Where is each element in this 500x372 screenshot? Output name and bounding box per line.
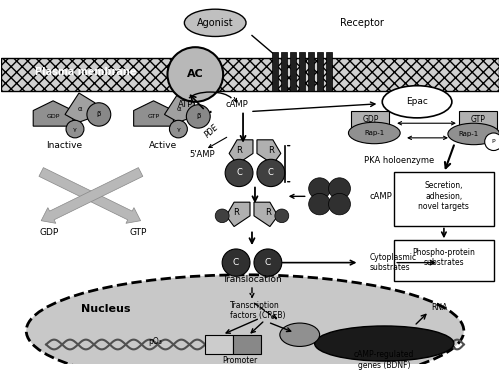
Text: C: C [233,258,239,267]
Bar [459,110,496,130]
Text: Active: Active [150,141,178,150]
Polygon shape [229,140,253,164]
Circle shape [484,133,500,151]
Polygon shape [164,93,194,122]
Ellipse shape [348,122,400,144]
Bar [316,52,322,91]
Text: Inactive: Inactive [46,141,82,150]
Text: 5'AMP: 5'AMP [190,150,215,159]
Bar [206,335,233,354]
Circle shape [254,249,282,276]
Text: ATP: ATP [178,100,193,109]
Text: R: R [268,146,274,155]
Text: Rap-1: Rap-1 [364,130,384,136]
Text: cAMP: cAMP [370,192,392,201]
Circle shape [222,249,250,276]
Bar [290,52,296,91]
Circle shape [225,159,253,187]
Text: C: C [268,169,274,177]
Bar [298,52,304,91]
Text: Transcription
factors (CREB): Transcription factors (CREB) [230,301,285,320]
Bar [2,58,498,91]
Text: γ: γ [176,126,180,132]
FancyArrow shape [39,168,140,223]
Text: β: β [196,113,200,119]
Text: C: C [236,169,242,177]
Text: R: R [236,146,242,155]
Ellipse shape [26,275,464,372]
Bar [272,52,278,91]
FancyArrow shape [41,168,143,223]
Text: P: P [492,139,496,144]
Circle shape [328,178,350,199]
Text: GDP: GDP [46,114,60,119]
Circle shape [186,105,210,128]
Text: PKA holoenzyme: PKA holoenzyme [364,156,434,165]
Text: α: α [177,106,182,112]
Circle shape [308,193,330,215]
Text: Nucleus: Nucleus [81,304,130,314]
Bar [394,240,494,281]
Circle shape [168,47,223,102]
Bar [281,52,287,91]
Ellipse shape [184,9,246,36]
Bar [394,172,494,225]
Text: R: R [233,208,239,217]
Bar [326,52,332,91]
Text: ·: · [208,105,213,122]
Text: GTP: GTP [148,114,160,119]
Polygon shape [226,202,250,227]
Text: cAMP: cAMP [226,100,248,109]
Circle shape [87,103,111,126]
Text: Plasma membrane: Plasma membrane [35,67,136,77]
Text: pO₃: pO₃ [148,337,162,346]
Ellipse shape [448,123,500,145]
Polygon shape [257,140,281,164]
Circle shape [257,159,285,187]
Circle shape [328,193,350,215]
Text: AC: AC [187,70,204,80]
Ellipse shape [382,86,452,118]
Text: Promoter: Promoter [222,356,258,365]
Circle shape [215,209,229,223]
Text: β: β [96,112,101,118]
Text: R: R [265,208,271,217]
Ellipse shape [314,326,454,361]
Circle shape [66,120,84,138]
Polygon shape [254,202,278,227]
Text: Cytoplasmic: Cytoplasmic [370,253,416,262]
Text: γ: γ [73,126,77,132]
Ellipse shape [280,323,320,346]
Text: Phospho-protein
substrates: Phospho-protein substrates [412,248,476,267]
Text: substrates: substrates [370,263,410,272]
Text: Secretion,
adhesion,
novel targets: Secretion, adhesion, novel targets [418,182,470,211]
Bar [308,52,314,91]
Text: cAMP-regulated
genes (BDNF): cAMP-regulated genes (BDNF) [354,350,414,370]
Text: Translocation: Translocation [222,275,282,284]
Text: Epac: Epac [406,97,428,106]
Text: Receptor: Receptor [340,18,384,28]
Text: PDE: PDE [204,122,221,140]
Text: GTP: GTP [130,228,148,237]
Circle shape [308,178,330,199]
Text: Agonist: Agonist [197,18,234,28]
Text: GTP: GTP [470,115,485,124]
Text: RNA: RNA [431,303,447,312]
Text: GDP: GDP [362,115,378,124]
Polygon shape [33,101,73,126]
Text: C: C [265,258,271,267]
Circle shape [275,209,289,223]
Bar [233,335,261,354]
Circle shape [170,120,188,138]
Text: Rap-1: Rap-1 [458,131,479,137]
Polygon shape [65,93,95,122]
Text: GDP: GDP [40,228,58,237]
Text: α: α [78,106,82,112]
Bar [352,110,389,130]
Polygon shape [134,101,173,126]
